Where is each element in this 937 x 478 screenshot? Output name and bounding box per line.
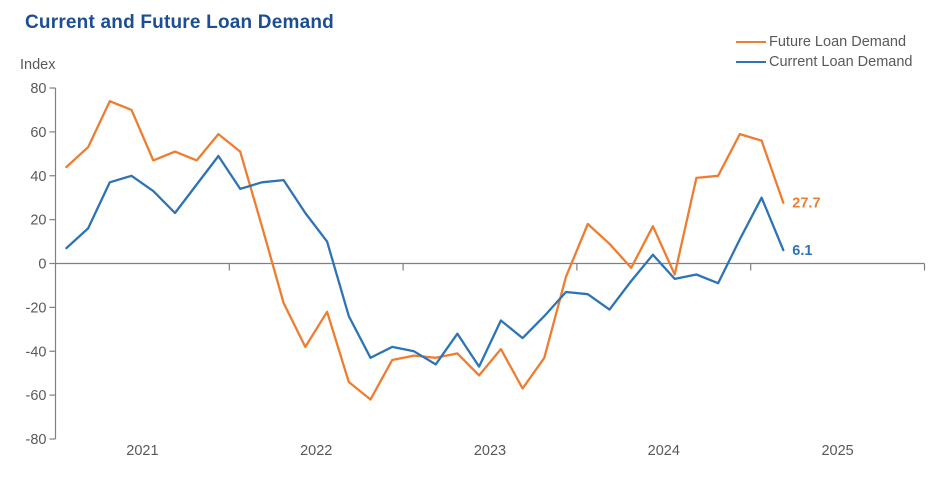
y-tick-label: 80 — [30, 81, 46, 97]
y-tick-label: -60 — [26, 388, 47, 404]
x-tick-label: 2024 — [648, 443, 680, 459]
legend: Future Loan Demand Current Loan Demand — [736, 32, 912, 72]
y-tick-label: -20 — [26, 300, 47, 316]
y-tick-label: 40 — [30, 169, 46, 185]
legend-label-current: Current Loan Demand — [769, 54, 913, 70]
current-loan-demand-line — [65, 154, 785, 368]
x-axis-zero-line: 2021 2022 2023 2024 2025 — [55, 262, 926, 459]
current-line-swatch — [736, 61, 766, 63]
legend-item-current-loan-demand: Current Loan Demand — [736, 52, 912, 72]
chart-title: Current and Future Loan Demand — [25, 12, 334, 33]
future-line-swatch — [736, 41, 766, 43]
x-tick-label: 2022 — [300, 443, 332, 459]
y-tick-label: -40 — [26, 344, 47, 360]
y-tick-label: 20 — [30, 213, 46, 229]
y-tick-label: 0 — [38, 257, 46, 273]
x-tick-label: 2021 — [126, 443, 158, 459]
y-axis-unit-label: Index — [20, 57, 56, 73]
future-loan-demand-line — [65, 100, 785, 401]
y-tick-label: 60 — [30, 125, 46, 141]
legend-item-future-loan-demand: Future Loan Demand — [736, 32, 912, 52]
legend-label-future: Future Loan Demand — [769, 34, 907, 50]
y-tick-label: -80 — [26, 432, 47, 448]
future-end-value-label: 27.7 — [792, 196, 820, 212]
x-tick-label: 2023 — [474, 443, 506, 459]
current-end-value-label: 6.1 — [792, 243, 812, 259]
x-tick-label: 2025 — [821, 443, 853, 459]
y-axis: 80 60 40 20 0 -20 -40 -60 -80 — [26, 81, 57, 448]
